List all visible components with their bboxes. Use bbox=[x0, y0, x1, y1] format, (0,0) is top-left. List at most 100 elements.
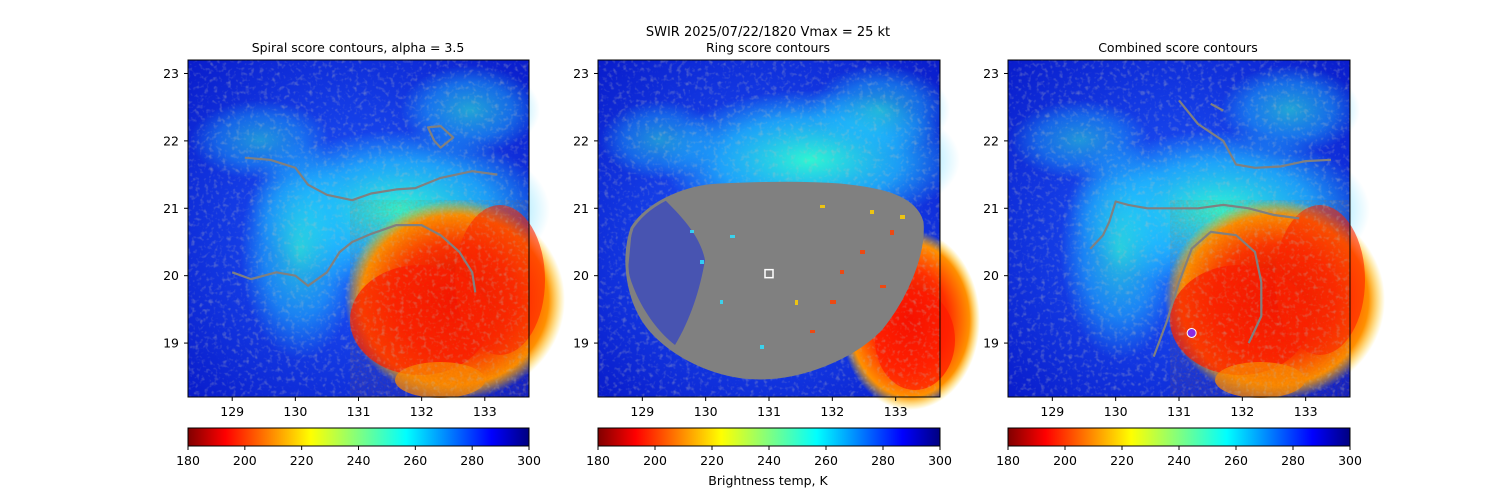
svg-text:200: 200 bbox=[233, 453, 257, 468]
colorbar-tick: 300 bbox=[928, 446, 952, 468]
y-tick: 20 bbox=[163, 268, 188, 283]
y-tick: 21 bbox=[163, 201, 188, 216]
combined-contour-lines bbox=[1089, 99, 1332, 357]
svg-text:21: 21 bbox=[983, 201, 999, 216]
combined-panel-title: Combined score contours bbox=[1098, 40, 1258, 55]
svg-text:20: 20 bbox=[573, 268, 589, 283]
y-tick: 19 bbox=[983, 336, 1008, 351]
svg-text:21: 21 bbox=[573, 201, 589, 216]
spiral-panel: Spiral score contours, alpha = 3.5 129 1… bbox=[163, 40, 565, 468]
svg-text:280: 280 bbox=[460, 453, 484, 468]
svg-text:20: 20 bbox=[163, 268, 179, 283]
contour-line bbox=[244, 156, 498, 202]
svg-text:131: 131 bbox=[757, 404, 781, 419]
svg-text:129: 129 bbox=[220, 404, 244, 419]
svg-text:22: 22 bbox=[163, 133, 179, 148]
combined-y-axis: 19 20 21 22 23 bbox=[983, 66, 1008, 351]
ring-panel-title: Ring score contours bbox=[706, 40, 830, 55]
svg-text:240: 240 bbox=[757, 453, 781, 468]
x-tick: 131 bbox=[347, 397, 371, 419]
svg-text:133: 133 bbox=[473, 404, 497, 419]
x-tick: 131 bbox=[757, 397, 781, 419]
ring-colorbar: 180 200 220 240 260 280 300 bbox=[586, 427, 952, 468]
svg-text:19: 19 bbox=[163, 336, 179, 351]
y-tick: 21 bbox=[983, 201, 1008, 216]
svg-text:22: 22 bbox=[983, 133, 999, 148]
colorbar-tick: 200 bbox=[1053, 446, 1077, 468]
svg-text:23: 23 bbox=[983, 66, 999, 81]
svg-text:240: 240 bbox=[347, 453, 371, 468]
ring-x-axis: 129 130 131 132 133 bbox=[630, 397, 908, 419]
svg-text:23: 23 bbox=[163, 66, 179, 81]
svg-text:20: 20 bbox=[983, 268, 999, 283]
svg-text:132: 132 bbox=[410, 404, 434, 419]
x-tick: 129 bbox=[220, 397, 244, 419]
svg-text:260: 260 bbox=[403, 453, 427, 468]
colorbar-tick: 200 bbox=[233, 446, 257, 468]
svg-text:19: 19 bbox=[573, 336, 589, 351]
y-tick: 23 bbox=[163, 66, 188, 81]
y-tick: 22 bbox=[983, 133, 1008, 148]
colorbar-tick: 260 bbox=[403, 446, 427, 468]
x-tick: 132 bbox=[410, 397, 434, 419]
x-tick: 130 bbox=[283, 397, 307, 419]
svg-text:129: 129 bbox=[1040, 404, 1064, 419]
spiral-contour-lines bbox=[231, 124, 498, 293]
svg-text:180: 180 bbox=[586, 453, 610, 468]
combined-panel: Combined score contours 129 130 131 132 … bbox=[983, 40, 1385, 468]
contour-line bbox=[1210, 102, 1224, 112]
svg-text:22: 22 bbox=[573, 133, 589, 148]
colorbar-tick: 280 bbox=[871, 446, 895, 468]
y-tick: 23 bbox=[573, 66, 598, 81]
svg-text:132: 132 bbox=[1230, 404, 1254, 419]
spiral-x-axis: 129 130 131 132 133 bbox=[220, 397, 497, 419]
svg-text:200: 200 bbox=[643, 453, 667, 468]
svg-text:220: 220 bbox=[290, 453, 314, 468]
x-tick: 132 bbox=[820, 397, 844, 419]
svg-text:130: 130 bbox=[694, 404, 718, 419]
colorbar-tick: 220 bbox=[290, 446, 314, 468]
x-tick: 133 bbox=[473, 397, 497, 419]
colorbar-tick: 240 bbox=[347, 446, 371, 468]
svg-text:133: 133 bbox=[1294, 404, 1318, 419]
colorbar-tick: 220 bbox=[1110, 446, 1134, 468]
colorbar-tick: 300 bbox=[517, 446, 541, 468]
svg-text:180: 180 bbox=[176, 453, 200, 468]
colorbar-tick: 180 bbox=[996, 446, 1020, 468]
colorbar-tick: 240 bbox=[757, 446, 781, 468]
y-tick: 23 bbox=[983, 66, 1008, 81]
contour-line bbox=[426, 124, 455, 149]
x-tick: 132 bbox=[1230, 397, 1254, 419]
contour-line bbox=[231, 224, 477, 293]
y-tick: 20 bbox=[573, 268, 598, 283]
svg-text:220: 220 bbox=[700, 453, 724, 468]
combined-center-marker bbox=[1186, 327, 1197, 338]
svg-text:133: 133 bbox=[884, 404, 908, 419]
combined-satellite-image bbox=[1008, 60, 1385, 400]
svg-text:300: 300 bbox=[928, 453, 952, 468]
svg-text:280: 280 bbox=[871, 453, 895, 468]
y-tick: 19 bbox=[573, 336, 598, 351]
colorbar-tick: 200 bbox=[643, 446, 667, 468]
svg-text:240: 240 bbox=[1167, 453, 1191, 468]
colorbar-tick: 180 bbox=[586, 446, 610, 468]
svg-text:280: 280 bbox=[1281, 453, 1305, 468]
center-marker-dot bbox=[1186, 327, 1197, 338]
x-tick: 133 bbox=[1294, 397, 1318, 419]
x-tick: 129 bbox=[630, 397, 654, 419]
combined-colorbar: 180 200 220 240 260 280 300 bbox=[996, 427, 1362, 468]
svg-text:260: 260 bbox=[1224, 453, 1248, 468]
svg-text:130: 130 bbox=[283, 404, 307, 419]
x-tick: 129 bbox=[1040, 397, 1064, 419]
spiral-y-axis: 19 20 21 22 23 bbox=[163, 66, 188, 351]
svg-text:131: 131 bbox=[347, 404, 371, 419]
colorbar-tick: 180 bbox=[176, 446, 200, 468]
combined-x-axis: 129 130 131 132 133 bbox=[1040, 397, 1318, 419]
colorbar-tick: 240 bbox=[1167, 446, 1191, 468]
colorbar-tick: 220 bbox=[700, 446, 724, 468]
y-tick: 20 bbox=[983, 268, 1008, 283]
colorbar-tick: 260 bbox=[814, 446, 838, 468]
spiral-colorbar: 180 200 220 240 260 280 300 bbox=[176, 427, 541, 468]
svg-text:23: 23 bbox=[573, 66, 589, 81]
